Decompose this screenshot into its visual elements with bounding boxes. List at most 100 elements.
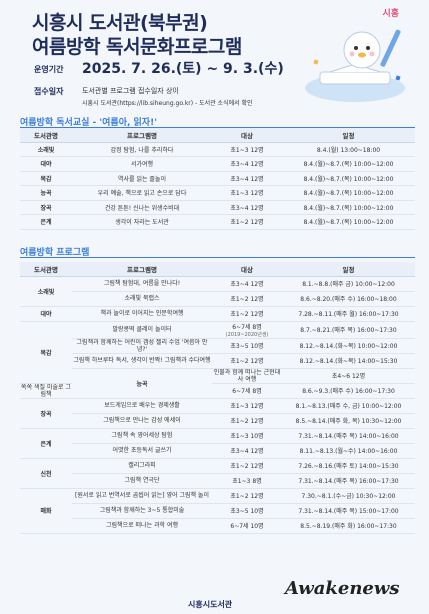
table-row: 목감 역사를 읽는 즐놀이 초3~4 12명 8.4.(월)~8.7.(목) 10:0… [20, 171, 415, 186]
period-label: 운영기간 [34, 65, 64, 74]
cell-target-main: 초1~2 12명 [230, 358, 264, 365]
cell-target-main: 초3~4 12명 [230, 281, 264, 288]
cell-library: 장곡 [20, 398, 72, 429]
cell-library: 장곡 [20, 200, 72, 215]
cell-program: 소래빛 북랩스 [72, 291, 212, 307]
cell-target-main: 초1~3 10명 [230, 433, 264, 440]
table-row: 장곡 건강 튼튼! 신나는 위생수비대 초3~4 12명 8.4.(월)~8.7.(목… [20, 200, 415, 215]
cell-library: 대야 [20, 306, 72, 322]
cell-library: 대야 [20, 156, 72, 172]
brand-logo: 시흥 [382, 9, 399, 19]
table-row: 그림책으로 만나는 감성 에세이 초1~2 12명 8.5.~8.14.(매주 화,… [20, 413, 415, 429]
cell-target-main: 6~7세 8명 [232, 388, 262, 395]
cell-library: 목감 [20, 321, 72, 384]
cell-library: 매화 [20, 488, 72, 534]
table-row: 목감 말랑콩떡 클레이 놀이터 6~7세 8명 (2019~2020년생) 8.7.~8… [20, 321, 415, 384]
table-row: 그림책으로 떠나는 과학 여행 6~7세 10명 8.5.~8.19.(매주 화) … [20, 518, 415, 534]
poster-title-line2: 여름방학 독서문화프로그램 [32, 36, 242, 58]
cell-program: 그림책과 함께하는 3~5 통합미술 [72, 503, 212, 519]
header-program: 프로그램명 [72, 128, 212, 143]
cell-target: 초3~4 12명 [212, 171, 282, 186]
cell-schedule: 8.4.(월)~8.7.(목) 10:00~12:00 [282, 200, 415, 215]
cell-target: 초1~2 12명 [212, 214, 282, 230]
table-row: 능곡 우리 예술, 책으로 읽고 손으로 담다 초1~3 12명 8.4.(월)~8.… [20, 185, 415, 201]
cell-schedule: 8.12.~8.14.(화~목) 10:00~12:00 [282, 338, 415, 354]
cell-target: 초1~2 12명 [212, 413, 282, 429]
cell-schedule: 8.5.~8.14.(매주 화, 목) 10:30~12:00 [282, 413, 415, 429]
cell-program: 감정 탐험, 나를 추리하다 [72, 142, 212, 157]
cell-schedule: 7.26.~8.16.(매주 토) 14:00~15:30 [282, 458, 415, 474]
table-row: 소래빛 그림책 탐험대, 여름을 만나다! 초3~4 12명 8.1.~8.8.(매주… [20, 276, 415, 307]
cell-schedule: 7.30.~8.1.(수~금) 10:30~12:00 [282, 488, 415, 504]
cell-program: 그림책 탐험대, 여름을 만나다! [72, 276, 212, 292]
poster-footer: 시흥시도서관 [0, 596, 429, 614]
header-schedule: 일정 [282, 262, 415, 277]
cell-target-main: 6~7세 10명 [230, 523, 264, 530]
cell-program: 말랑콩떡 클레이 놀이터 [72, 321, 212, 339]
cell-target: 초3~4 12명 [212, 443, 282, 459]
cell-schedule: 8.4.(월)~8.7.(목) 10:00~12:00 [282, 156, 415, 172]
cell-target-main: 초4~6 12명 [331, 373, 366, 380]
apply-label: 접수일자 [34, 87, 64, 96]
table-row: 은계 그림책 속 영어세상 탐험 초1~3 10명 7.31.~8.14.(매주 목)… [20, 428, 415, 459]
news-watermark: Awakenews [285, 578, 400, 599]
cell-target: 초3~5 10명 [212, 503, 282, 519]
cell-program: 우리 예술, 책으로 읽고 손으로 담다 [72, 185, 212, 201]
cell-library: 능곡 [20, 185, 72, 201]
table-row: 신천 캘리그라피 초1~2 12명 7.26.~8.16.(매주 토) 14:00~1… [20, 458, 415, 489]
cell-schedule: 8.11.~8.13.(월~수) 14:00~16:00 [282, 443, 415, 459]
cell-target: 초1~2 12명 [212, 488, 282, 504]
cell-program: 쏙쏙 색칠 미술로 그림책 [20, 383, 72, 399]
poster-header: 시흥시 도서관(북부권) 여름방학 독서문화프로그램 시흥 운영기간 2025.… [0, 0, 429, 110]
cell-program: 그림책 하브루타 독서, 생각이 반짝! 그림책과 수다여행 [72, 353, 212, 369]
table-row: 대야 책과 놀이로 이어지는 인문학여행 초1~2 12명 7.28.~8.11.(매… [20, 306, 415, 322]
cell-target: 초1~2 12명 [212, 306, 282, 322]
header-library: 도서관명 [20, 128, 72, 143]
cell-schedule: 8.6.~8.20.(매주 수) 16:00~18:00 [282, 291, 415, 307]
cell-schedule: 7.28.~8.11.(매주 월) 16:00~17:30 [282, 306, 415, 322]
table-row: 그림책 연극단 초1~3 8명 7.31.~8.14.(매주 목) 16:00~17… [20, 473, 415, 489]
table-row: 소래빛 감정 탐험, 나를 추리하다 초1~3 12명 8.4.(월) 13:00~1… [20, 142, 415, 157]
summer-program-section-title: 여름방학 프로그램 [20, 248, 90, 258]
table-row: 그림책과 함께하는 3~5 통합미술 초3~5 10명 7.31.~8.14.(매주… [20, 503, 415, 519]
cell-target-main: 초1~2 12명 [230, 463, 264, 470]
cell-program: 어엿한 초등독서 글쓰기 [72, 443, 212, 459]
cloud-character-illustration [305, 29, 405, 102]
reading-class-table: 도서관명 프로그램명 대상 일정 소래빛 감정 탐험, 나를 추리하다 초1~3 1… [20, 128, 415, 230]
reading-class-section-title: 여름방학 독서교실 - '여름아, 읽자!' [20, 118, 157, 128]
table-row: 대야 서가여행 초3~4 12명 8.4.(월)~8.7.(목) 10:00~12:0… [20, 156, 415, 172]
cell-program: 생각이 자라는 도서관 [72, 214, 212, 230]
cell-program: [원서로 읽고 번역서로 곱씹어 읽는] 영어 그림책 놀이 [72, 488, 212, 504]
cell-library: 신천 [20, 458, 72, 489]
header-library: 도서관명 [20, 262, 72, 277]
table-row: 그림책과 함께하는 어린이 갬성 젤리 수업 '여름아 안녕?' 초3~5 10명… [20, 338, 415, 354]
cell-program: 보드게임으로 배우는 경제생활 [72, 398, 212, 414]
cell-program: 역사를 읽는 즐놀이 [72, 171, 212, 186]
table-header-row: 도서관명 프로그램명 대상 일정 [20, 128, 415, 143]
cell-schedule: 8.1.~8.8.(매주 금) 10:00~12:00 [282, 276, 415, 292]
cell-target-main: 초1~2 12명 [230, 418, 264, 425]
cell-target: 6~7세 8명 (2019~2020년생) [212, 321, 282, 339]
cell-library: 은계 [20, 214, 72, 230]
cell-schedule: 8.6.~9.3.(매주 수) 16:00~17:30 [282, 383, 415, 399]
cell-program: 캘리그라피 [72, 458, 212, 474]
cell-target: 초3~4 12명 [212, 200, 282, 215]
apply-info-line2: 시흥시 도서관(https://lib.siheung.go.kr) - 도서관… [82, 100, 253, 107]
summer-program-table: 도서관명 프로그램명 대상 일정 소래빛 그림책 탐험대, 여름을 만나다! 초3~… [20, 262, 415, 534]
table-row: 은계 생각이 자라는 도서관 초1~2 12명 8.4.(월)~8.7.(목) 10:… [20, 214, 415, 230]
table-header-row: 도서관명 프로그램명 대상 일정 [20, 262, 415, 277]
cell-schedule: 8.4.(월)~8.7.(목) 10:00~12:00 [282, 214, 415, 230]
header-program: 프로그램명 [72, 262, 212, 277]
cell-target-main: 초3~4 12명 [230, 448, 264, 455]
cell-target-main: 초1~2 12명 [230, 296, 264, 303]
poster-title-line1: 시흥시 도서관(북부권) [32, 12, 208, 34]
cell-target: 초1~2 12명 [212, 291, 282, 307]
cell-target-main: 6~7세 8명 [232, 323, 262, 331]
apply-info-line1: 도서관별 프로그램 접수일자 상이 [82, 87, 179, 95]
cell-target-note: (2019~2020년생) [225, 331, 269, 338]
cell-program: 그림책 연극단 [72, 473, 212, 489]
cell-target-main: 초1~3 8명 [232, 478, 262, 485]
cell-schedule: 8.7.~8.21.(매주 목) 16:00~17:30 [282, 321, 415, 339]
cell-program: 책과 놀이로 이어지는 인문학여행 [72, 306, 212, 322]
